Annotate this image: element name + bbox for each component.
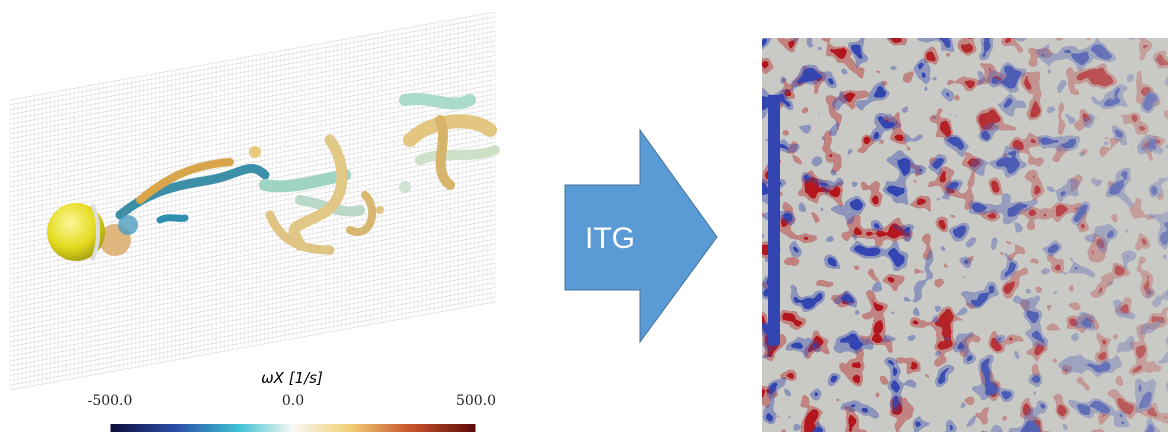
figure: ωX [1/s] -500.0 0.0 500.0 ITG: [0, 0, 1168, 432]
colorbar-tick-label: 500.0: [456, 393, 496, 409]
mesh-grid: [10, 12, 495, 390]
colorbar-tick-label: -500.0: [88, 393, 133, 409]
colorbar-label: ωX [1/s]: [261, 369, 323, 387]
vorticity-field: [762, 38, 1168, 432]
colorbar-tick-label: 0.0: [282, 393, 304, 409]
arrow-label: ITG: [585, 222, 635, 255]
arrow: ITG: [565, 130, 717, 342]
